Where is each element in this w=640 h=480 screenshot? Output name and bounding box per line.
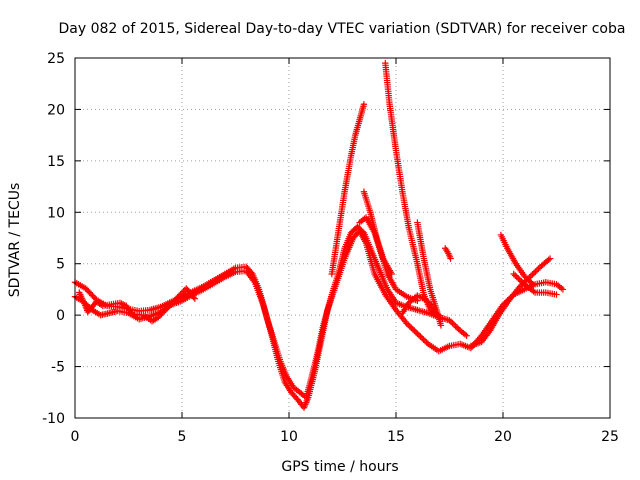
data-point	[521, 272, 528, 280]
data-point	[553, 291, 560, 298]
data-point	[174, 294, 181, 301]
data-point	[166, 301, 174, 309]
data-point	[450, 321, 458, 328]
data-point	[545, 256, 552, 263]
data-point	[437, 322, 445, 329]
data-point	[172, 295, 180, 303]
y-tick-label: -5	[51, 360, 65, 376]
y-tick-label: -10	[42, 411, 65, 427]
data-point	[535, 265, 542, 272]
y-tick-label: 5	[56, 257, 65, 273]
x-tick-label: 10	[280, 429, 298, 445]
data-point	[190, 294, 197, 301]
data-point	[177, 291, 184, 298]
series-spike-d	[414, 219, 445, 329]
data-point	[175, 292, 183, 300]
data-point	[431, 305, 438, 313]
data-point	[546, 255, 554, 262]
data-point	[164, 304, 171, 312]
x-tick-label: 0	[71, 429, 80, 445]
data-point	[180, 288, 187, 295]
data-point	[165, 303, 172, 310]
data-point	[529, 281, 537, 288]
data-point	[510, 270, 517, 278]
data-point	[156, 312, 164, 319]
y-tick-label: 0	[56, 308, 65, 324]
series-scatter-cluster	[76, 285, 199, 325]
data-point	[415, 331, 423, 339]
y-tick-label: 10	[47, 205, 65, 221]
data-point	[159, 309, 167, 316]
data-point	[533, 266, 541, 274]
data-point	[414, 330, 421, 337]
data-point	[447, 318, 455, 325]
series-spike-c	[356, 214, 421, 304]
y-tick-label: 15	[47, 154, 65, 170]
data-point	[530, 269, 538, 277]
data-series	[71, 59, 567, 411]
data-point	[453, 324, 461, 331]
data-point	[360, 101, 368, 108]
data-point	[447, 255, 454, 262]
data-point	[417, 333, 424, 340]
x-axis-label: GPS time / hours	[281, 459, 398, 475]
data-point	[518, 278, 525, 285]
data-point	[528, 279, 535, 287]
data-point	[449, 320, 456, 327]
data-point	[421, 337, 429, 345]
data-point	[529, 271, 536, 278]
data-point	[169, 298, 177, 306]
data-point	[516, 283, 524, 290]
data-point	[412, 328, 420, 336]
data-point	[168, 300, 175, 307]
x-tick-label: 20	[494, 429, 512, 445]
data-point	[532, 268, 539, 275]
data-point	[155, 314, 162, 321]
data-point	[463, 332, 470, 339]
axis-ticks: 0 5 10 15 20 25 -10 -5 0 5 10 15 20 25	[42, 51, 619, 445]
data-point	[423, 339, 430, 346]
data-point	[409, 326, 417, 333]
data-point	[406, 323, 413, 330]
data-point	[171, 297, 178, 304]
data-point	[418, 334, 426, 342]
data-point	[191, 295, 199, 302]
data-point	[408, 324, 415, 331]
data-point	[452, 322, 459, 330]
data-point	[515, 275, 522, 282]
grid-lines	[75, 58, 610, 418]
data-point	[420, 336, 427, 343]
data-point	[405, 321, 412, 329]
data-point	[513, 273, 520, 281]
x-tick-label: 5	[178, 429, 187, 445]
y-tick-label: 25	[47, 51, 65, 67]
plot-frame	[74, 57, 611, 419]
data-point	[158, 310, 165, 318]
data-point	[455, 325, 462, 333]
series-spike-a	[328, 101, 368, 278]
x-tick-label: 25	[601, 429, 619, 445]
series-short-seg	[442, 245, 454, 262]
data-point	[524, 275, 531, 283]
data-point	[516, 276, 524, 284]
y-axis-label: SDTVAR / TECUs	[7, 183, 23, 298]
data-point	[527, 272, 535, 280]
data-point	[403, 320, 410, 327]
data-point	[411, 327, 418, 334]
data-point	[526, 274, 533, 281]
data-point	[512, 272, 519, 279]
data-point	[446, 317, 453, 324]
data-point	[161, 307, 168, 315]
data-point	[162, 306, 169, 313]
series-late-cross	[510, 270, 560, 298]
data-point	[530, 288, 537, 295]
series-hump	[399, 292, 438, 317]
chart-title: Day 082 of 2015, Sidereal Day-to-day VTE…	[59, 21, 626, 37]
data-point	[559, 286, 567, 293]
y-tick-label: 20	[47, 102, 65, 118]
x-tick-label: 15	[387, 429, 405, 445]
data-point	[178, 289, 186, 297]
